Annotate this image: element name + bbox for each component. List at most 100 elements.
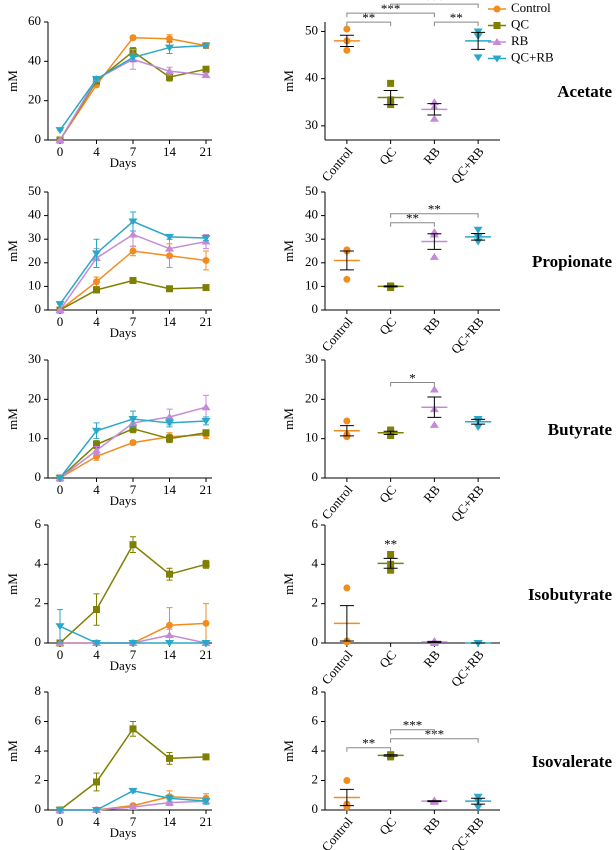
data-point <box>165 413 174 421</box>
x-tick-label: 7 <box>130 814 137 829</box>
significance-bracket <box>346 21 392 27</box>
y-axis-label: mM <box>281 240 296 262</box>
y-axis-label: mM <box>5 70 20 92</box>
y-tick-label: 10 <box>305 430 318 445</box>
data-point <box>93 441 100 449</box>
x-tick-label: Control <box>318 144 355 184</box>
y-axis-label: mM <box>5 573 20 595</box>
data-point <box>343 46 351 54</box>
y-tick-label: 20 <box>305 390 318 405</box>
data-point <box>93 286 100 294</box>
panel-title: Isobutyrate <box>528 585 613 604</box>
y-tick-label: 40 <box>28 52 41 67</box>
data-point <box>473 423 483 431</box>
x-tick-label: QC <box>376 482 399 505</box>
x-axis-label: Days <box>110 658 137 673</box>
data-point <box>166 621 173 629</box>
y-tick-label: 8 <box>312 683 319 698</box>
error-bar <box>383 285 398 288</box>
x-tick-label: 21 <box>200 814 213 829</box>
y-tick-label: 2 <box>35 595 42 610</box>
data-point <box>92 427 101 435</box>
data-point <box>201 42 211 50</box>
x-tick-label: 0 <box>57 144 64 159</box>
legend-marker <box>492 55 502 63</box>
y-tick-label: 2 <box>312 595 319 610</box>
data-point <box>429 796 439 804</box>
y-axis-label: mM <box>5 240 20 262</box>
error-bar <box>471 418 486 425</box>
y-tick-label: 20 <box>305 254 318 269</box>
x-tick-label: 14 <box>163 144 177 159</box>
data-point <box>55 301 65 309</box>
x-tick-label: 21 <box>200 482 213 497</box>
y-tick-label: 50 <box>305 22 318 37</box>
data-point <box>129 277 137 284</box>
data-point <box>129 439 137 447</box>
legend-marker <box>493 22 501 29</box>
data-point <box>429 252 439 260</box>
y-tick-label: 10 <box>28 277 41 292</box>
x-tick-label: Control <box>318 814 355 850</box>
y-axis-label: mM <box>281 573 296 595</box>
legend-marker <box>493 5 501 13</box>
significance-bracket <box>390 213 479 218</box>
y-tick-label: 6 <box>35 712 42 727</box>
data-point <box>165 67 174 75</box>
data-point <box>202 753 210 761</box>
data-point <box>343 584 351 592</box>
data-point <box>165 233 174 241</box>
data-point <box>202 284 210 292</box>
y-axis-label: mM <box>281 740 296 762</box>
error-bar <box>383 557 398 569</box>
error-bar <box>427 233 442 250</box>
y-tick-label: 10 <box>305 277 318 292</box>
x-axis-label: Days <box>110 825 137 840</box>
data-point <box>387 551 395 558</box>
x-tick-label: 4 <box>93 814 100 829</box>
data-point <box>128 803 138 811</box>
series-line <box>59 428 207 479</box>
error-bar <box>383 430 398 435</box>
legend-label: QC <box>511 16 529 31</box>
data-point <box>128 230 138 238</box>
y-tick-label: 6 <box>312 516 319 531</box>
y-tick-label: 4 <box>35 555 42 570</box>
data-point <box>343 25 351 33</box>
data-point <box>165 419 174 427</box>
significance-label: * <box>409 370 416 385</box>
y-axis-label: mM <box>281 70 296 92</box>
data-point <box>202 560 210 568</box>
data-point <box>429 420 439 428</box>
x-tick-label: 21 <box>200 144 213 159</box>
x-tick-label: 0 <box>57 647 64 662</box>
data-point <box>55 306 65 313</box>
y-tick-label: 40 <box>28 207 41 222</box>
data-point <box>473 804 483 812</box>
x-tick-label: 7 <box>130 314 137 329</box>
data-point <box>201 235 211 243</box>
y-tick-label: 2 <box>312 771 319 786</box>
data-point <box>129 34 137 42</box>
significance-label: ** <box>384 536 397 551</box>
x-tick-label: QC+RB <box>448 647 487 690</box>
panel-title: Propionate <box>532 252 612 271</box>
error-bar <box>383 754 398 757</box>
x-tick-label: 0 <box>57 814 64 829</box>
data-point <box>429 114 439 122</box>
y-tick-label: 0 <box>312 801 319 816</box>
data-point <box>93 778 100 786</box>
data-point <box>473 226 483 234</box>
data-point <box>165 640 174 647</box>
data-point <box>129 725 137 733</box>
panel-title: Acetate <box>557 82 612 101</box>
significance-bracket <box>390 729 435 734</box>
y-tick-label: 30 <box>28 230 41 245</box>
data-point <box>473 54 483 62</box>
x-tick-label: RB <box>420 314 443 337</box>
data-point <box>92 76 101 84</box>
y-tick-label: 2 <box>35 771 42 786</box>
y-tick-label: 30 <box>305 351 318 366</box>
y-tick-label: 0 <box>312 301 319 316</box>
y-tick-label: 40 <box>305 70 318 85</box>
